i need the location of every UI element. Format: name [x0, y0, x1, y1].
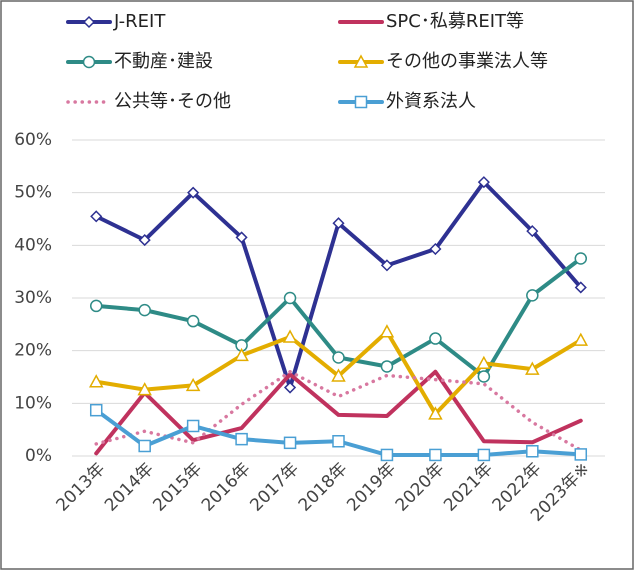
marker: [477, 176, 490, 189]
marker: [574, 281, 587, 294]
marker: [283, 381, 297, 394]
marker: [235, 432, 248, 446]
marker: [137, 382, 152, 396]
marker: [332, 351, 345, 364]
marker: [574, 448, 588, 461]
marker: [477, 370, 491, 383]
marker: [283, 436, 297, 450]
y-tick-label: 40%: [14, 235, 52, 255]
legend-label: 外資系法人: [386, 91, 476, 112]
marker: [235, 231, 248, 244]
marker: [282, 329, 298, 343]
marker: [82, 55, 96, 69]
y-tick-label: 60%: [14, 130, 52, 150]
marker: [90, 210, 103, 223]
marker: [428, 406, 443, 420]
y-tick-label: 10%: [14, 393, 52, 413]
marker: [283, 291, 297, 305]
marker: [138, 234, 151, 247]
y-tick-label: 50%: [14, 183, 52, 203]
marker: [574, 252, 588, 265]
marker: [573, 332, 589, 346]
marker: [429, 242, 442, 256]
marker: [429, 332, 442, 345]
marker: [526, 445, 539, 458]
marker: [332, 435, 345, 448]
legend-label: 公共等･その他: [114, 91, 231, 112]
legend-label: J-REIT: [113, 11, 166, 32]
marker: [186, 419, 200, 433]
marker: [331, 368, 346, 382]
marker: [89, 403, 103, 417]
marker: [526, 225, 539, 238]
marker: [89, 299, 103, 313]
marker: [187, 186, 200, 199]
marker: [526, 289, 539, 302]
marker: [380, 448, 394, 462]
y-tick-label: 30%: [14, 288, 52, 308]
marker: [525, 361, 540, 375]
marker: [354, 95, 368, 109]
y-tick-label: 20%: [14, 341, 52, 361]
marker: [88, 374, 104, 388]
marker: [353, 54, 369, 68]
marker: [380, 360, 394, 373]
series-line: [94, 369, 583, 456]
legend-label: その他の事業法人等: [386, 51, 548, 72]
legend-label: SPC･私募REIT等: [386, 11, 524, 32]
marker: [476, 355, 492, 370]
marker: [82, 15, 96, 29]
marker: [234, 347, 249, 362]
marker: [429, 448, 442, 462]
legend-label: 不動産･建設: [114, 51, 213, 72]
marker: [379, 324, 395, 338]
y-tick-label: 0%: [25, 446, 52, 466]
marker: [138, 303, 151, 317]
marker: [186, 314, 200, 328]
marker: [380, 259, 394, 272]
marker: [332, 217, 345, 230]
marker: [185, 377, 201, 392]
marker: [477, 448, 491, 462]
marker: [138, 439, 151, 453]
